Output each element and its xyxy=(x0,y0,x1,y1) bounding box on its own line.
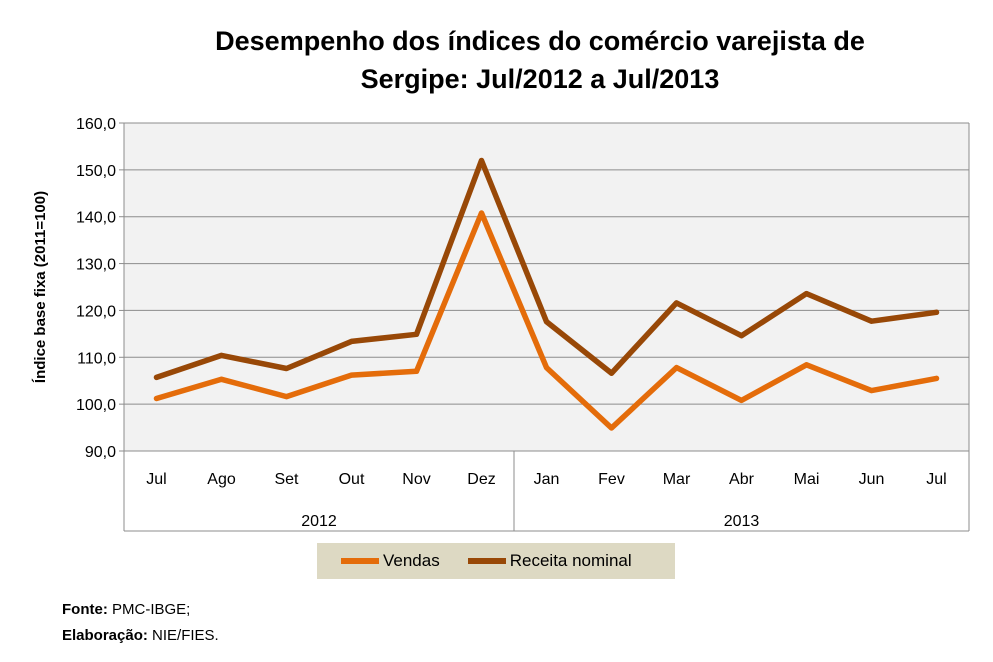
data-point-receita-nominal xyxy=(284,366,289,372)
y-axis-label: Índice base fixa (2011=100) xyxy=(32,191,49,383)
y-tick-label: 120,0 xyxy=(76,303,116,320)
gridlines xyxy=(124,122,969,405)
elaboration-label: Elaboração: xyxy=(62,627,148,644)
x-tick-label: Nov xyxy=(402,471,430,488)
x-tick-label: Jul xyxy=(146,471,166,488)
chart-title-line-2: Sergipe: Jul/2012 a Jul/2013 xyxy=(360,64,720,94)
data-point-vendas xyxy=(609,425,614,431)
y-tick-label: 130,0 xyxy=(76,257,116,274)
data-point-receita-nominal xyxy=(674,300,679,306)
data-point-receita-nominal xyxy=(349,338,354,344)
data-point-receita-nominal xyxy=(609,370,614,376)
data-point-receita-nominal xyxy=(154,374,159,380)
data-point-receita-nominal xyxy=(739,333,744,339)
x-tick-label: Jul xyxy=(926,471,946,488)
legend: Vendas Receita nominal xyxy=(317,543,675,579)
source-label: Fonte: xyxy=(62,601,108,618)
x-tick-label: Abr xyxy=(729,471,755,488)
y-tick-label: 90,0 xyxy=(85,444,116,461)
series-lines xyxy=(153,157,940,431)
legend-item-vendas: Vendas xyxy=(341,551,440,571)
x-tick-label: Fev xyxy=(598,471,625,488)
x-tick-label: Mai xyxy=(794,471,820,488)
source-note: Fonte: PMC-IBGE; xyxy=(62,601,190,618)
legend-swatch-vendas xyxy=(341,558,379,564)
group-label: 2013 xyxy=(724,513,760,530)
elaboration-note: Elaboração: NIE/FIES. xyxy=(62,627,219,644)
data-point-receita-nominal xyxy=(219,352,224,358)
y-tick-label: 150,0 xyxy=(76,163,116,180)
x-tick-label: Ago xyxy=(207,471,236,488)
data-point-receita-nominal xyxy=(869,318,874,324)
data-point-receita-nominal xyxy=(544,319,549,325)
legend-swatch-receita-nominal xyxy=(467,558,506,564)
x-tick-label: Jun xyxy=(859,471,885,488)
data-point-vendas xyxy=(219,376,224,382)
data-point-vendas xyxy=(934,375,939,381)
data-point-receita-nominal xyxy=(414,331,419,337)
axes xyxy=(119,122,970,532)
legend-label-vendas: Vendas xyxy=(383,551,440,570)
data-point-vendas xyxy=(804,362,809,368)
legend-item-receita-nominal: Receita nominal xyxy=(467,551,632,571)
data-point-vendas xyxy=(869,388,874,394)
data-point-receita-nominal xyxy=(804,291,809,297)
data-point-vendas xyxy=(414,368,419,374)
x-tick-label: Mar xyxy=(663,471,691,488)
data-point-vendas xyxy=(154,396,159,402)
group-label: 2012 xyxy=(301,513,337,530)
x-tick-label: Dez xyxy=(467,471,495,488)
data-point-receita-nominal xyxy=(479,157,484,163)
x-tick-label: Out xyxy=(339,471,365,488)
data-point-vendas xyxy=(739,397,744,403)
source-value: PMC-IBGE; xyxy=(112,601,191,618)
plot-area xyxy=(124,123,969,451)
elaboration-value: NIE/FIES. xyxy=(152,627,219,644)
data-point-vendas xyxy=(284,394,289,400)
data-point-vendas xyxy=(544,365,549,371)
chart-title-line-1: Desempenho dos índices do comércio varej… xyxy=(215,26,865,56)
tick-labels: 90,0 100,0 110,0 120,0 130,0 140,0 150,0 160,0 J… xyxy=(76,116,947,530)
data-point-vendas xyxy=(479,210,484,216)
y-tick-label: 160,0 xyxy=(76,116,116,133)
y-tick-label: 140,0 xyxy=(76,210,116,227)
data-point-receita-nominal xyxy=(934,309,939,315)
y-tick-label: 110,0 xyxy=(77,350,116,367)
data-point-vendas xyxy=(674,365,679,371)
y-tick-label: 100,0 xyxy=(76,397,116,414)
x-tick-label: Jan xyxy=(534,471,560,488)
legend-label-receita-nominal: Receita nominal xyxy=(509,551,632,570)
x-tick-label: Set xyxy=(274,471,299,488)
plot-background xyxy=(124,123,969,451)
data-point-vendas xyxy=(349,372,354,378)
